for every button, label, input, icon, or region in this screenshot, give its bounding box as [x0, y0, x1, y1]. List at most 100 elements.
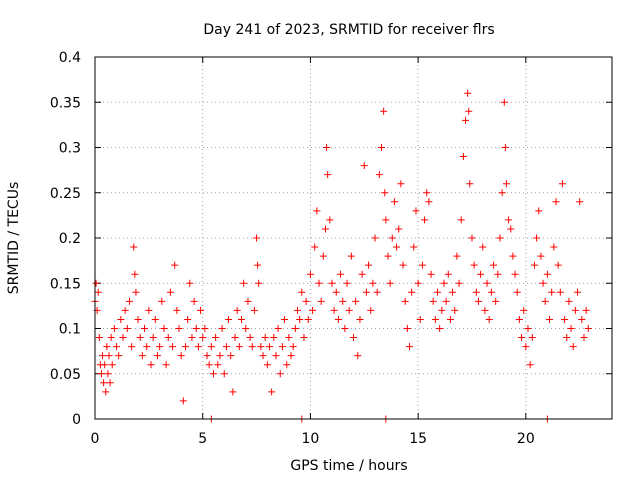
data-point — [304, 315, 312, 323]
data-point — [453, 252, 461, 260]
data-point — [125, 297, 133, 305]
data-point — [563, 334, 571, 342]
data-point — [515, 315, 523, 323]
data-point — [138, 352, 146, 360]
data-point — [390, 198, 398, 206]
data-point — [285, 334, 293, 342]
data-point — [406, 343, 414, 351]
data-point — [244, 297, 252, 305]
y-tick-label: 0.2 — [59, 231, 81, 247]
data-point — [535, 207, 543, 215]
x-tick-label: 0 — [91, 431, 100, 447]
data-point — [505, 216, 513, 224]
data-point — [332, 288, 340, 296]
data-point — [477, 270, 485, 278]
data-point — [160, 325, 168, 332]
data-point — [524, 325, 532, 332]
data-point — [306, 270, 314, 278]
data-point — [449, 288, 457, 296]
data-point — [403, 325, 411, 332]
data-point — [293, 306, 301, 314]
data-point — [481, 306, 489, 314]
data-point — [181, 343, 189, 351]
data-point — [345, 306, 353, 314]
data-point — [556, 288, 564, 296]
data-point — [302, 297, 310, 305]
data-point — [509, 252, 517, 260]
data-point — [110, 325, 118, 332]
data-point — [381, 189, 389, 197]
y-tick-label: 0.1 — [59, 322, 81, 338]
y-tick-label: 0.4 — [59, 50, 81, 66]
data-point — [367, 306, 375, 314]
data-point — [101, 361, 109, 369]
data-point — [472, 288, 480, 296]
data-point — [95, 334, 103, 342]
data-point — [272, 352, 280, 360]
data-point — [188, 334, 196, 342]
data-point — [227, 352, 235, 360]
data-point — [317, 297, 325, 305]
data-point — [214, 361, 222, 369]
data-point — [565, 297, 573, 305]
data-point — [149, 334, 157, 342]
data-point — [311, 243, 319, 251]
data-point — [578, 315, 586, 323]
data-point — [373, 288, 381, 296]
data-point — [117, 315, 125, 323]
x-tick-label: 15 — [409, 431, 427, 447]
x-axis-label: GPS time / hours — [290, 458, 407, 474]
data-point — [177, 352, 185, 360]
data-point — [371, 234, 379, 242]
data-point — [102, 388, 110, 396]
data-point — [457, 216, 465, 224]
data-point — [513, 288, 521, 296]
data-point — [162, 361, 170, 369]
data-point — [580, 334, 588, 342]
data-point — [103, 343, 111, 351]
data-point — [171, 261, 179, 269]
data-point — [222, 343, 230, 351]
data-point — [502, 180, 510, 188]
data-point — [464, 89, 472, 97]
data-point — [462, 116, 470, 124]
data-point — [356, 315, 364, 323]
data-point — [225, 315, 233, 323]
data-point — [358, 270, 366, 278]
data-point — [382, 216, 390, 224]
data-point — [470, 261, 478, 269]
data-point — [397, 180, 405, 188]
data-point — [205, 361, 213, 369]
data-point — [287, 352, 295, 360]
data-point — [231, 334, 239, 342]
data-point — [425, 198, 433, 206]
data-point — [143, 343, 151, 351]
data-point — [442, 297, 450, 305]
data-point — [242, 325, 250, 332]
chart-title: Day 241 of 2023, SRMTID for receiver flr… — [203, 22, 494, 38]
data-point — [343, 279, 351, 287]
data-point — [496, 234, 504, 242]
data-point — [418, 261, 426, 269]
data-point — [319, 252, 327, 260]
y-tick-label: 0.05 — [50, 367, 81, 383]
data-point — [278, 343, 286, 351]
data-point — [141, 325, 149, 332]
data-point — [380, 107, 388, 115]
data-point — [494, 270, 502, 278]
data-point — [246, 334, 254, 342]
data-point — [265, 343, 273, 351]
data-point — [483, 279, 491, 287]
data-point — [328, 279, 336, 287]
data-point — [334, 315, 342, 323]
data-point — [291, 325, 299, 332]
data-point — [431, 315, 439, 323]
data-point — [421, 216, 429, 224]
data-point — [537, 252, 545, 260]
data-point — [408, 288, 416, 296]
data-point — [485, 315, 493, 323]
data-point — [438, 306, 446, 314]
data-point — [410, 243, 418, 251]
data-point — [518, 334, 526, 342]
